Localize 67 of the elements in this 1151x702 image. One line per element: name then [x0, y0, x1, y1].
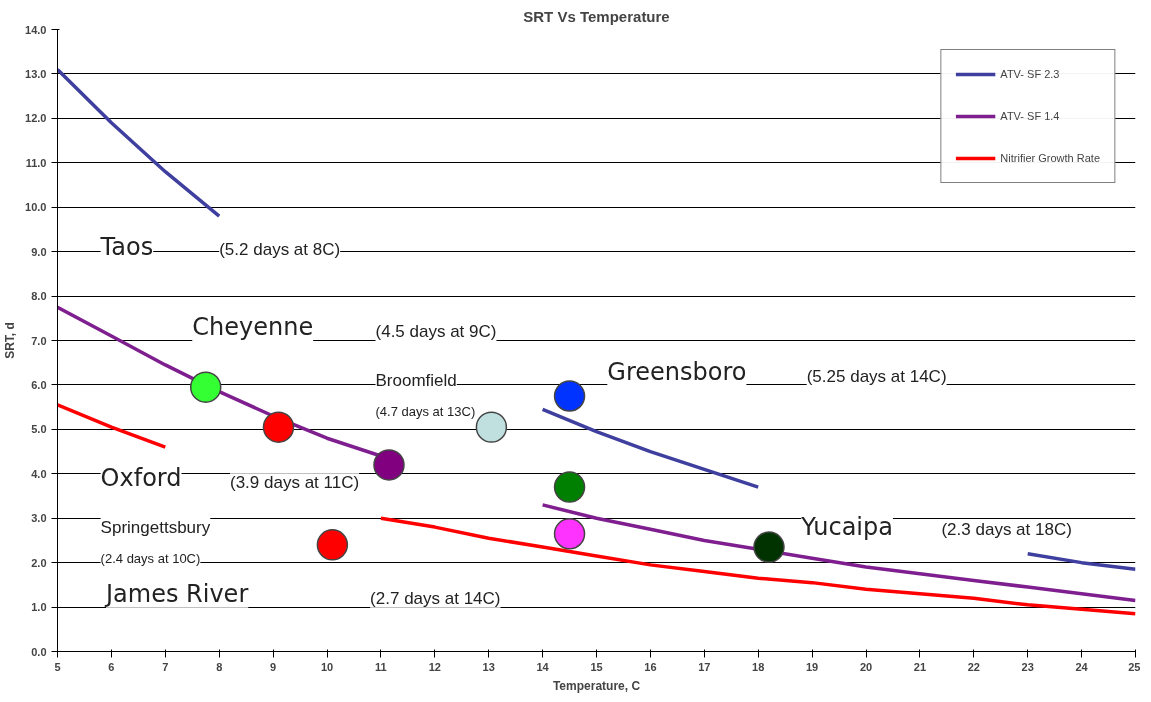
x-tick-label: 15	[590, 660, 603, 673]
y-tick-label: 14.0	[25, 23, 47, 36]
x-axis-title: Temperature, C	[552, 678, 641, 693]
x-tick-label: 5	[54, 660, 61, 673]
x-tick-label: 10	[320, 660, 334, 673]
chart-title: SRT Vs Temperature	[523, 7, 670, 25]
y-tick-label: 8.0	[31, 290, 47, 303]
point	[475, 411, 508, 443]
point	[553, 518, 586, 550]
x-tick-label: 23	[1021, 660, 1034, 673]
point	[189, 371, 222, 403]
y-tick-label: 10.0	[25, 201, 47, 214]
annotation: Taos	[99, 233, 154, 262]
x-tick-label: 24	[1075, 660, 1089, 673]
annotation: (5.25 days at 14C)	[806, 366, 947, 386]
point	[553, 380, 586, 412]
x-tick-label: 9	[270, 660, 277, 673]
annotation: Broomfield	[375, 370, 457, 390]
point	[753, 531, 785, 563]
annotation: (2.3 days at 18C)	[941, 519, 1072, 539]
x-tick-label: 22	[967, 660, 980, 673]
point	[373, 449, 405, 481]
legend-label: ATV- SF 2.3	[1000, 68, 1060, 80]
point	[553, 471, 586, 503]
annotation: Cheyenne	[192, 313, 314, 342]
y-tick-label: 1.0	[31, 601, 47, 614]
y-tick-label: 2.0	[31, 556, 47, 569]
annotation: (4.5 days at 9C)	[375, 322, 497, 342]
annotation: (5.2 days at 8C)	[219, 239, 341, 259]
annotation: (2.4 days at 10C)	[100, 550, 201, 566]
annotation: Yucaipa	[800, 513, 893, 542]
point	[262, 411, 295, 443]
x-tick-label: 16	[644, 660, 657, 673]
y-tick-label: 5.0	[31, 423, 47, 436]
x-tick-label: 7	[162, 660, 169, 673]
legend-label: Nitrifier Growth Rate	[1000, 152, 1100, 164]
annotation: James River	[104, 579, 249, 608]
y-tick-label: 12.0	[25, 112, 47, 125]
y-tick-label: 9.0	[31, 245, 47, 258]
annotation: (4.7 days at 13C)	[375, 404, 476, 420]
annotation: (3.9 days at 11C)	[229, 473, 360, 493]
legend-label: ATV- SF 1.4	[1000, 110, 1060, 122]
x-tick-label: 8	[216, 660, 223, 673]
y-tick-label: 3.0	[31, 512, 47, 525]
x-tick-label: 21	[913, 660, 927, 673]
y-tick-label: 11.0	[25, 156, 47, 169]
x-tick-label: 17	[698, 660, 711, 673]
annotation: Springettsbury	[100, 517, 211, 537]
annotation: (2.7 days at 14C)	[370, 588, 501, 608]
y-tick-label: 7.0	[31, 334, 47, 347]
x-tick-label: 6	[108, 660, 115, 673]
x-tick-label: 20	[859, 660, 873, 673]
x-tick-label: 14	[536, 660, 550, 673]
annotation: Oxford	[100, 464, 182, 493]
y-tick-label: 6.0	[31, 378, 47, 391]
x-tick-label: 18	[752, 660, 765, 673]
annotation: Greensboro	[607, 357, 747, 386]
x-tick-label: 11	[375, 660, 387, 673]
x-tick-label: 25	[1128, 660, 1141, 673]
y-axis-title: SRT, d	[3, 322, 18, 359]
x-tick-label: 13	[482, 660, 495, 673]
y-tick-label: 0.0	[31, 645, 47, 658]
point	[316, 529, 349, 561]
y-tick-label: 13.0	[25, 67, 47, 80]
x-tick-label: 19	[805, 660, 819, 673]
y-tick-label: 4.0	[31, 467, 47, 480]
x-tick-label: 12	[428, 660, 441, 673]
